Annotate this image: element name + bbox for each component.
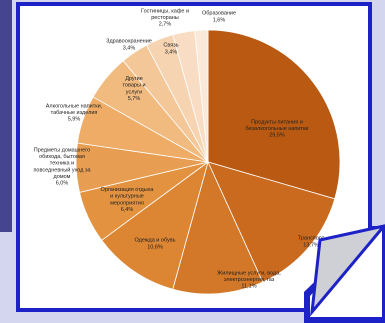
slice-name-label: Образование	[202, 11, 236, 17]
page-curl-decoration	[304, 224, 385, 323]
slice-name-label: Жилищные услуги, вода,	[217, 270, 281, 276]
slice-name-label: рестораны	[151, 15, 179, 21]
slice-name-label: Транспорт	[298, 236, 325, 242]
slice-label: Транспорт 13,7%	[298, 236, 325, 249]
slice-label: Другие товары и услуги 5,7%	[122, 76, 145, 102]
pie-slice	[207, 161, 336, 283]
slice-name-label: Другие	[125, 76, 143, 82]
slice-name-label: безалкогольные напитки	[246, 126, 309, 132]
slice-value-label: 1,6%	[213, 17, 226, 23]
slice-value-label: 13,7%	[303, 242, 319, 248]
slice-label: Здравоохранение 3,4%	[106, 39, 152, 52]
slice-value-label: 6,0%	[56, 181, 69, 187]
slice-name-label: Гостиницы, кафе и	[141, 8, 189, 14]
slice-value-label: 10,6%	[147, 244, 163, 250]
slice-name-label: мероприятия	[110, 200, 144, 206]
slice-name-label: Одежда и обувь	[134, 238, 175, 244]
slice-value-label: 2,7%	[159, 22, 172, 28]
slice-value-label: 3,4%	[165, 49, 178, 55]
slice-value-label: 5,9%	[68, 117, 81, 123]
slice-label: Алкогольные напитки, табачные изделия 5,9%	[46, 103, 103, 122]
slice-name-label: Алкогольные напитки,	[46, 103, 103, 109]
slice-name-label: Продукты питания и	[251, 119, 303, 125]
slice-value-label: 29,5%	[269, 133, 285, 139]
slice-label: Гостиницы, кафе и рестораны 2,7%	[141, 8, 189, 27]
pie-slice	[101, 160, 209, 290]
slice-value-label: 11,1%	[241, 284, 256, 290]
slice-value-label: 5,7%	[128, 96, 141, 102]
slice-name-label: табачные изделия	[51, 110, 98, 116]
slice-label: Жилищные услуги, вода, электроэнергия, га…	[217, 270, 281, 289]
pie-slice	[207, 29, 341, 200]
slice-name-label: товары и	[122, 83, 145, 89]
slice-name-label: Организация отдыха	[101, 187, 155, 193]
slice-name-label: повседневный уход за	[33, 166, 91, 173]
pie-slice	[194, 29, 209, 163]
slice-label: Предметы домашнего обихода, бытовая техник…	[33, 148, 91, 187]
slice-label: Продукты питания и безалкогольные напитки…	[246, 119, 309, 138]
left-panel	[0, 0, 12, 232]
slice-value-label: 3,4%	[123, 45, 136, 51]
slice-name-label: и культурные	[110, 194, 144, 200]
slice-name-label: услуги	[126, 89, 142, 95]
slice-name-label: электроэнергия, газ	[224, 277, 275, 283]
slice-name-label: Здравоохранение	[106, 39, 152, 45]
pie-slice	[172, 160, 264, 295]
slice-label: Одежда и обувь 10,6%	[134, 238, 175, 251]
slice-name-label: обихода, бытовая	[39, 154, 85, 160]
slice-value-label: 6,4%	[121, 207, 134, 213]
slice-label: Организация отдыха и культурные мероприяти…	[101, 187, 155, 213]
slice-name-label: Связь	[163, 43, 178, 49]
slice-label: Образование 1,6%	[202, 11, 236, 24]
slice-name-label: Предметы домашнего	[34, 148, 90, 154]
slice-label: Связь 3,4%	[163, 43, 178, 56]
slice-name-label: домом	[54, 174, 71, 180]
slice-name-label: техника и	[50, 161, 74, 167]
